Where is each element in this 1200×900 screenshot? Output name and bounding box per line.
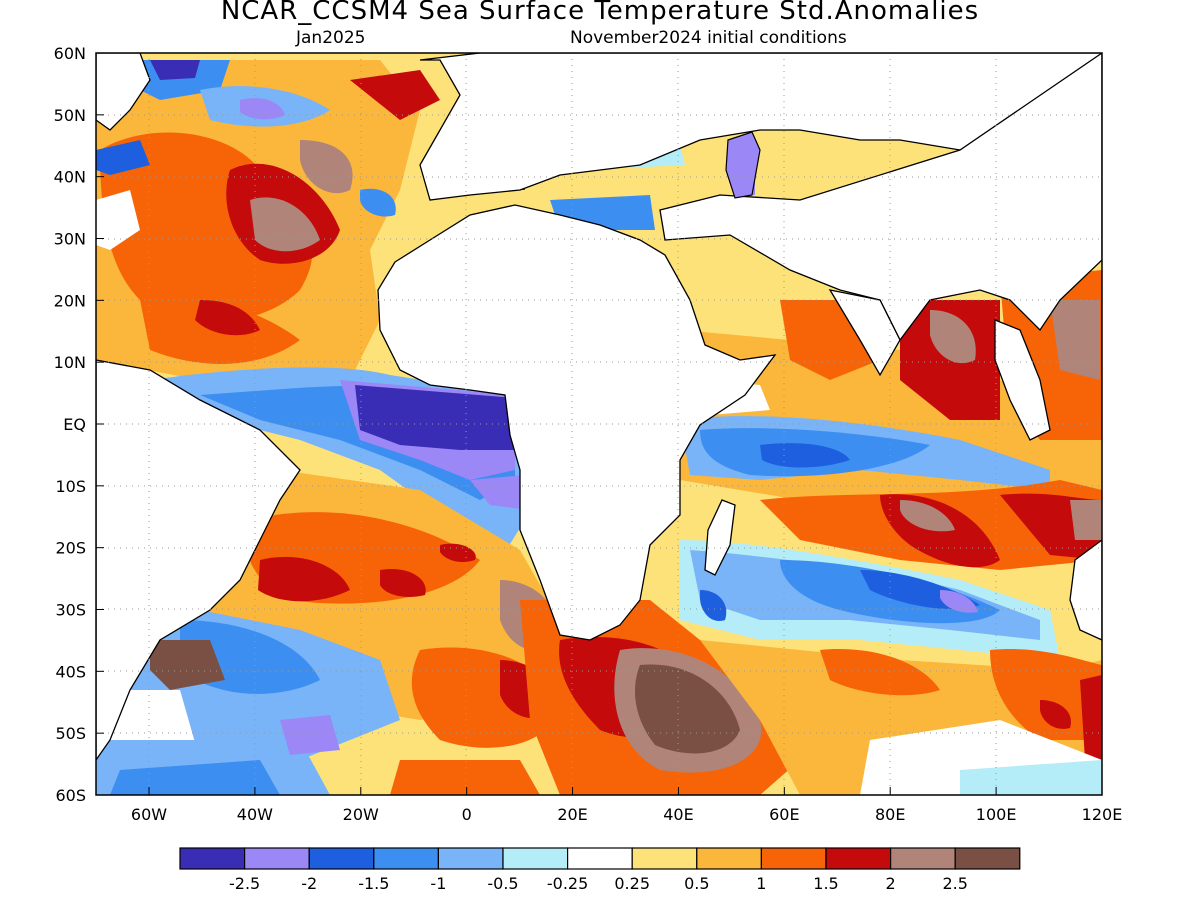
colorbar-swatch	[825, 847, 892, 870]
lat-label: 60N	[54, 44, 86, 63]
longitude-axis: 60W 40W 20W 0 20E 40E 60E 80E 100E 120E	[131, 787, 1122, 824]
colorbar-swatch	[373, 847, 439, 870]
lat-label: 40N	[54, 168, 86, 187]
india-landmass	[828, 289, 901, 377]
australia-landmass	[1069, 539, 1102, 641]
colorbar-swatch	[760, 847, 827, 870]
lat-label: 10S	[55, 477, 86, 496]
colorbar-swatch	[889, 847, 956, 870]
lon-label: 120E	[1082, 805, 1123, 824]
madagascar-landmass	[704, 499, 736, 576]
colorbar-swatch	[437, 847, 504, 870]
colorbar-swatch	[566, 847, 633, 870]
colorbar-swatch	[308, 847, 375, 870]
colorbar-swatch	[954, 847, 1021, 870]
colorbar-label: -1.5	[358, 874, 389, 893]
colorbar-label: -1	[430, 874, 446, 893]
colorbar-label: 2.5	[942, 874, 967, 893]
colorbar-swatch	[631, 847, 698, 870]
arabia-asia-landmass	[659, 53, 1102, 342]
colorbar-label: 1	[756, 874, 766, 893]
lon-label: 80E	[875, 805, 905, 824]
colorbar-label: 2	[886, 874, 896, 893]
lat-label: 30S	[55, 601, 86, 620]
colorbar-label: 0.5	[684, 874, 709, 893]
greenland-coast	[96, 53, 151, 131]
lat-label: 10N	[54, 353, 86, 372]
southeast-asia-landmass	[994, 319, 1051, 441]
colorbar-label: 0.25	[614, 874, 650, 893]
colorbar-boxes	[179, 847, 1021, 870]
lat-label: 50S	[55, 724, 86, 743]
colorbar-label: -0.5	[487, 874, 518, 893]
lon-label: 100E	[976, 805, 1017, 824]
colorbar-label: -2	[301, 874, 317, 893]
init-conditions-label: November2024 initial conditions	[570, 28, 847, 48]
colorbar-swatch	[696, 847, 762, 870]
south-america-landmass	[96, 359, 301, 762]
anomaly-field	[96, 53, 1102, 795]
lat-label: 20N	[54, 291, 86, 310]
lon-label: 60E	[769, 805, 799, 824]
colorbar-labels: -2.5 -2 -1.5 -1 -0.5 -0.25 0.25 0.5 1 1.5 2 2.5	[229, 874, 968, 893]
lat-label: EQ	[63, 415, 86, 434]
colorbar-swatch	[502, 847, 569, 870]
lat-label: 60S	[55, 786, 86, 805]
lon-label: 40E	[663, 805, 693, 824]
lat-label: 40S	[55, 662, 86, 681]
lat-label: 30N	[54, 230, 86, 249]
africa-landmass	[377, 204, 777, 641]
latitude-axis: 60N 50N 40N 30N 20N 10N EQ 10S 20S 30S 40S 50S 60S	[54, 44, 104, 805]
lat-label: 50N	[54, 106, 86, 125]
colorbar-label: -2.5	[229, 874, 260, 893]
map-gridlines	[96, 53, 1102, 795]
caspian-sea	[725, 131, 761, 199]
lat-label: 20S	[55, 539, 86, 558]
colorbar-swatch	[179, 847, 246, 870]
lon-label: 20E	[557, 805, 587, 824]
map-title: NCAR_CCSM4 Sea Surface Temperature Std.A…	[220, 0, 980, 26]
lon-label: 40W	[237, 805, 273, 824]
colorbar-label: -0.25	[547, 874, 588, 893]
valid-month-label: Jan2025	[296, 28, 366, 48]
lon-label: 20W	[343, 805, 379, 824]
lon-label: 60W	[131, 805, 167, 824]
lon-label: 0	[462, 805, 472, 824]
colorbar-swatch	[244, 847, 310, 870]
colorbar-label: 1.5	[813, 874, 838, 893]
